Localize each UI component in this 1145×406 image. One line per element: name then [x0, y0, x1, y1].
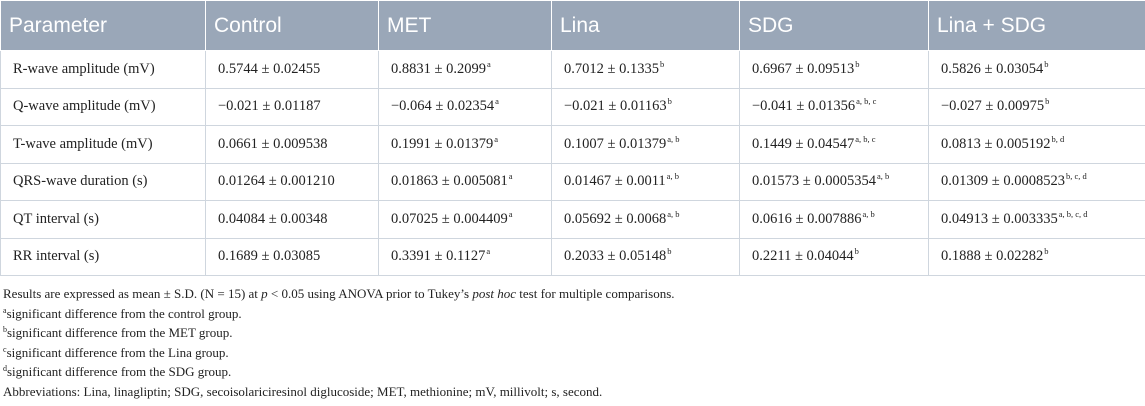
header-row: Parameter Control MET Lina SDG Lina + SD… — [0, 0, 1145, 51]
data-table: Parameter Control MET Lina SDG Lina + SD… — [0, 0, 1145, 276]
abbreviations-note: Abbreviations: Lina, linagliptin; SDG, s… — [3, 383, 603, 399]
significance-marker: b — [667, 246, 672, 257]
significance-marker: a, b — [666, 171, 679, 182]
significance-marker: b — [854, 246, 859, 257]
significance-marker: a, b, c — [855, 133, 876, 144]
value-cell: 0.1007 ± 0.01379a, b — [551, 125, 740, 164]
significance-marker: a — [486, 58, 491, 69]
footnote-c: csignificant difference from the Lina gr… — [3, 344, 229, 360]
header-lina: Lina — [551, 0, 740, 51]
significance-marker: b — [855, 58, 860, 69]
significance-marker: b — [659, 58, 665, 69]
table-row: R-wave amplitude (mV) 0.5744 ± 0.02455 0.8… — [0, 50, 1145, 89]
parameter-cell: QRS-wave duration (s) — [0, 162, 206, 201]
parameter-cell: Q-wave amplitude (mV) — [0, 87, 206, 126]
value-cell: 0.05692 ± 0.0068a, b — [551, 200, 740, 239]
parameter-cell: QT interval (s) — [0, 200, 206, 239]
value-cell: −0.021 ± 0.01187 — [205, 87, 379, 126]
value-cell: 0.2033 ± 0.05148b — [551, 237, 740, 276]
parameter-cell: RR interval (s) — [0, 237, 206, 276]
value-cell: 0.01309 ± 0.0008523b, c, d — [928, 162, 1145, 201]
value-cell: 0.01863 ± 0.005081a — [378, 162, 552, 201]
significance-marker: b — [667, 96, 672, 107]
table-row: QT interval (s) 0.04084 ± 0.00348 0.07025 … — [0, 200, 1145, 239]
value-cell: −0.027 ± 0.00975b — [928, 87, 1145, 126]
header-sdg: SDG — [739, 0, 929, 51]
value-cell: 0.6967 ± 0.09513b — [739, 50, 929, 89]
footnote-d: dsignificant difference from the SDG gro… — [3, 364, 232, 379]
value-cell: 0.07025 ± 0.004409a — [378, 200, 552, 239]
header-parameter: Parameter — [0, 0, 206, 51]
significance-marker: a, b, c — [856, 96, 877, 107]
table-body: R-wave amplitude (mV) 0.5744 ± 0.02455 0.8… — [0, 50, 1145, 276]
significance-marker: a — [508, 208, 513, 219]
value-cell: 0.5744 ± 0.02455 — [205, 50, 379, 89]
significance-marker: a, b — [862, 208, 875, 219]
footnote-b: bsignificant difference from the MET gro… — [3, 325, 233, 340]
table-row: Q-wave amplitude (mV) −0.021 ± 0.01187 −0.… — [0, 87, 1145, 126]
value-cell: 0.01264 ± 0.001210 — [205, 162, 379, 201]
significance-marker: b — [1044, 246, 1049, 257]
header-control: Control — [205, 0, 379, 51]
value-cell: 0.1689 ± 0.03085 — [205, 237, 379, 276]
value-cell: 0.04084 ± 0.00348 — [205, 200, 379, 239]
footnote-a: asignificant difference from the control… — [3, 305, 242, 321]
table-notes: Results are expressed as mean ± S.D. (N … — [0, 276, 1145, 401]
significance-marker: a — [508, 171, 513, 182]
parameter-cell: T-wave amplitude (mV) — [0, 125, 206, 164]
value-cell: 0.3391 ± 0.1127a — [378, 237, 552, 276]
value-cell: 0.0813 ± 0.005192b, d — [928, 125, 1145, 164]
table-row: QRS-wave duration (s) 0.01264 ± 0.001210 0… — [0, 162, 1145, 201]
significance-marker: a, b — [667, 208, 680, 219]
value-cell: 0.01573 ± 0.0005354a, b — [739, 162, 929, 201]
header-met: MET — [378, 0, 552, 51]
value-cell: 0.01467 ± 0.0011a, b — [551, 162, 740, 201]
significance-marker: a — [494, 133, 498, 144]
parameter-cell: R-wave amplitude (mV) — [0, 50, 206, 89]
significance-marker: a, b — [876, 171, 890, 182]
table-row: T-wave amplitude (mV) 0.0661 ± 0.009538 0.… — [0, 125, 1145, 164]
value-cell: 0.7012 ± 0.1335b — [551, 50, 740, 89]
significance-marker: b — [1045, 96, 1050, 107]
results-note: Results are expressed as mean ± S.D. (N … — [3, 286, 675, 301]
significance-marker: a — [486, 246, 491, 257]
value-cell: 0.0616 ± 0.007886a, b — [739, 200, 929, 239]
value-cell: −0.041 ± 0.01356a, b, c — [739, 87, 929, 126]
value-cell: 0.8831 ± 0.2099a — [378, 50, 552, 89]
value-cell: 0.1888 ± 0.02282b — [928, 237, 1145, 276]
significance-marker: b, d — [1051, 133, 1065, 144]
value-cell: 0.2211 ± 0.04044b — [739, 237, 929, 276]
significance-marker: a, b — [667, 133, 680, 144]
value-cell: −0.064 ± 0.02354a — [378, 87, 552, 126]
value-cell: 0.0661 ± 0.009538 — [205, 125, 379, 164]
header-lina-sdg: Lina + SDG — [928, 0, 1145, 51]
value-cell: 0.1449 ± 0.04547a, b, c — [739, 125, 929, 164]
significance-marker: b — [1044, 58, 1049, 69]
value-cell: −0.021 ± 0.01163b — [551, 87, 740, 126]
table-row: RR interval (s) 0.1689 ± 0.03085 0.3391 ± … — [0, 237, 1145, 276]
significance-marker: a, b, c, d — [1058, 208, 1088, 219]
value-cell: 0.1991 ± 0.01379a — [378, 125, 552, 164]
significance-marker: b, c, d — [1065, 171, 1087, 182]
value-cell: 0.04913 ± 0.003335a, b, c, d — [928, 200, 1145, 239]
significance-marker: a — [495, 96, 499, 107]
value-cell: 0.5826 ± 0.03054b — [928, 50, 1145, 89]
